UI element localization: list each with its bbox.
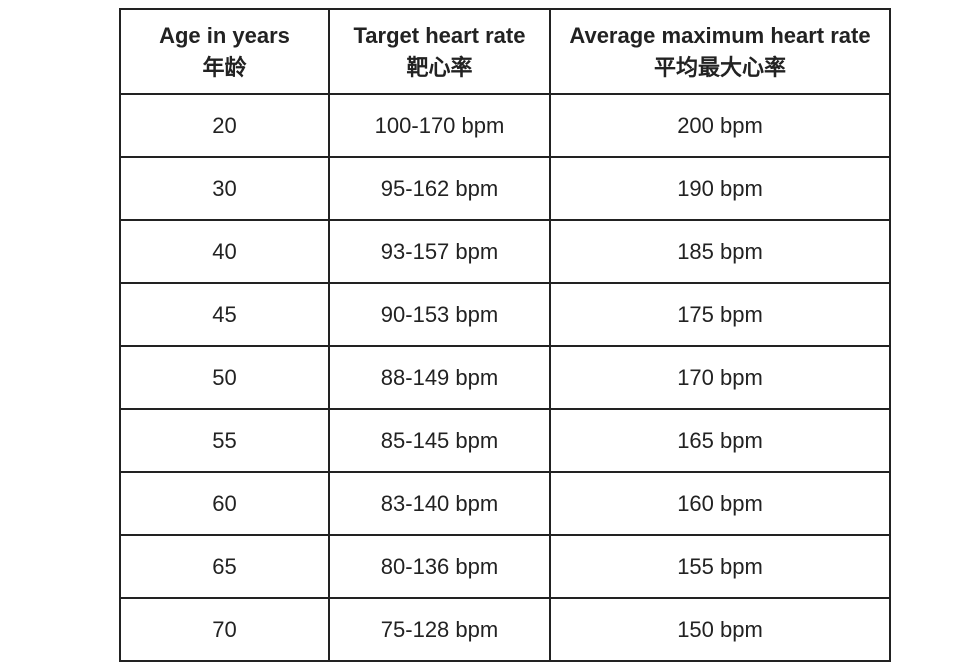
table-cell: 75-128 bpm: [328, 597, 551, 662]
header-cell: Average maximum heart rate 平均最大心率: [549, 8, 891, 95]
header-title-zh: 年龄: [202, 54, 247, 80]
table-row: 40 93-157 bpm 185 bpm: [119, 219, 891, 284]
table-cell: 55: [119, 408, 330, 473]
table-cell: 190 bpm: [549, 156, 891, 221]
header-cell: Age in years 年龄: [119, 8, 330, 95]
header-title: Age in years: [159, 22, 290, 48]
table-cell: 40: [119, 219, 330, 284]
table-cell: 95-162 bpm: [328, 156, 551, 221]
table-row: 30 95-162 bpm 190 bpm: [119, 156, 891, 221]
table-cell: 83-140 bpm: [328, 471, 551, 536]
table-cell: 185 bpm: [549, 219, 891, 284]
header-title-zh: 平均最大心率: [653, 54, 786, 80]
header-title-zh: 靶心率: [406, 54, 473, 80]
header-title: Average maximum heart rate: [569, 22, 871, 48]
table-row: 50 88-149 bpm 170 bpm: [119, 345, 891, 410]
table-cell: 45: [119, 282, 330, 347]
table-head: Age in years 年龄 Target heart rate 靶心率 Averag…: [119, 8, 891, 95]
table-cell: 88-149 bpm: [328, 345, 551, 410]
table-cell: 80-136 bpm: [328, 534, 551, 599]
table-cell: 100-170 bpm: [328, 93, 551, 158]
table-row: 60 83-140 bpm 160 bpm: [119, 471, 891, 536]
header-row: Age in years 年龄 Target heart rate 靶心率 Averag…: [119, 8, 891, 95]
table-cell: 200 bpm: [549, 93, 891, 158]
table-cell: 155 bpm: [549, 534, 891, 599]
table-cell: 70: [119, 597, 330, 662]
table-row: 45 90-153 bpm 175 bpm: [119, 282, 891, 347]
table-row: 70 75-128 bpm 150 bpm: [119, 597, 891, 662]
table-row: 55 85-145 bpm 165 bpm: [119, 408, 891, 473]
table-cell: 93-157 bpm: [328, 219, 551, 284]
table-cell: 60: [119, 471, 330, 536]
table-body: 20 100-170 bpm 200 bpm 30 95-162 bpm 190 bpm 4…: [119, 93, 891, 662]
header-cell: Target heart rate 靶心率: [328, 8, 551, 95]
header-title: Target heart rate: [353, 22, 526, 48]
table-cell: 175 bpm: [549, 282, 891, 347]
table-cell: 20: [119, 93, 330, 158]
table-cell: 65: [119, 534, 330, 599]
table-row: 20 100-170 bpm 200 bpm: [119, 93, 891, 158]
table-cell: 50: [119, 345, 330, 410]
table-cell: 165 bpm: [549, 408, 891, 473]
table-cell: 85-145 bpm: [328, 408, 551, 473]
table-cell: 90-153 bpm: [328, 282, 551, 347]
table-cell: 30: [119, 156, 330, 221]
table-cell: 170 bpm: [549, 345, 891, 410]
table-cell: 160 bpm: [549, 471, 891, 536]
table-cell: 150 bpm: [549, 597, 891, 662]
heart-rate-table: Age in years 年龄 Target heart rate 靶心率 Averag…: [119, 8, 891, 662]
table-row: 65 80-136 bpm 155 bpm: [119, 534, 891, 599]
